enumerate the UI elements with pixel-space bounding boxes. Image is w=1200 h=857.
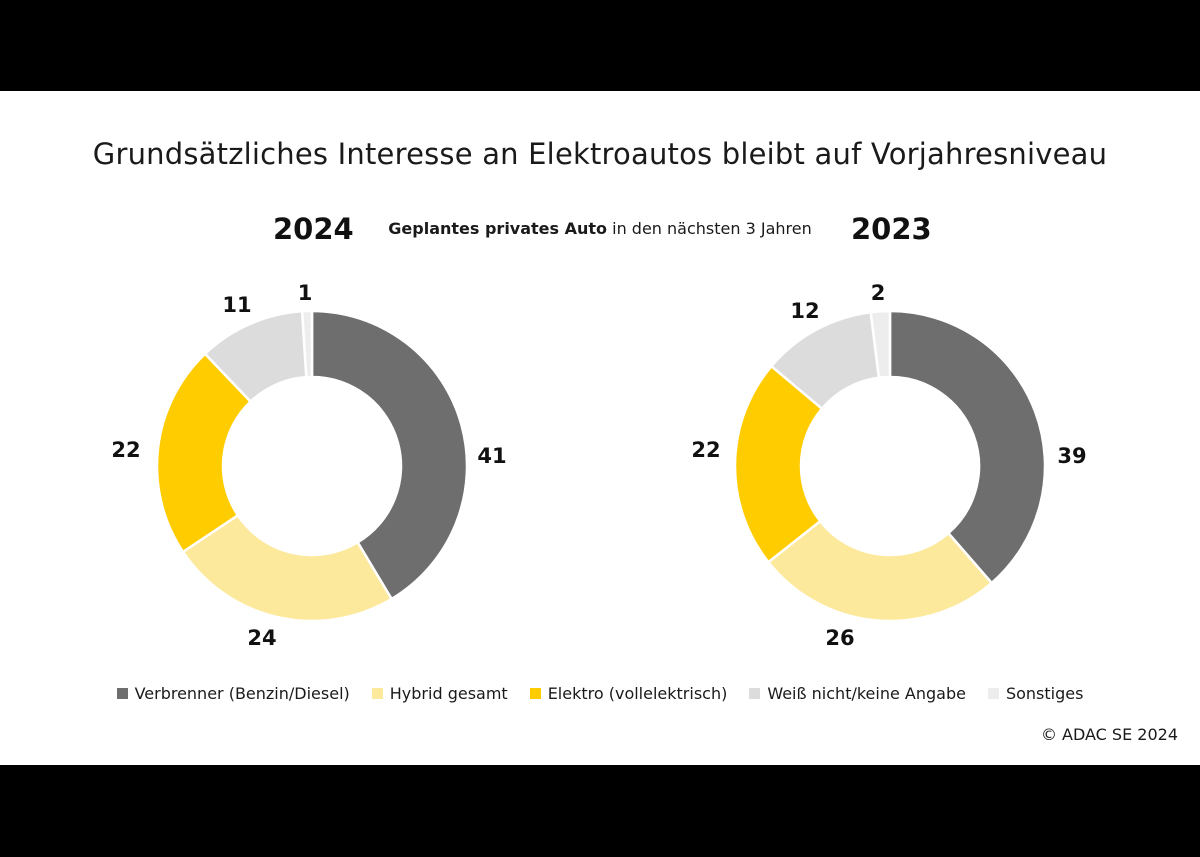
donut-slice-2024-5 xyxy=(300,309,314,379)
donut-slice-2023-1 xyxy=(888,309,1047,585)
legend-label: Sonstiges xyxy=(1005,684,1084,703)
legend-swatch xyxy=(116,688,128,699)
data-label-2023-4: 12 xyxy=(790,299,819,323)
donut-slice-2023-5 xyxy=(869,309,892,380)
legend-item: Sonstiges xyxy=(987,684,1084,703)
legend-item: Verbrenner (Benzin/Diesel) xyxy=(116,684,350,703)
legend-label: Verbrenner (Benzin/Diesel) xyxy=(134,684,350,703)
data-label-2023-3: 22 xyxy=(691,438,720,462)
legend-swatch xyxy=(371,688,383,699)
legend-item: Elektro (vollelektrisch) xyxy=(529,684,728,703)
legend-swatch xyxy=(749,688,761,699)
year-2024-label: 2024 xyxy=(273,212,354,246)
copyright: © ADAC SE 2024 xyxy=(1040,725,1178,744)
data-label-2024-1: 41 xyxy=(477,444,506,468)
donut-slice-2023-3 xyxy=(733,364,824,564)
data-label-2023-2: 26 xyxy=(825,626,854,650)
legend-label: Elektro (vollelektrisch) xyxy=(547,684,728,703)
donut-slice-2024-3 xyxy=(155,352,253,554)
chart-subtitle: Geplantes privates Auto in den nächsten … xyxy=(0,219,1200,238)
donut-slice-2024-1 xyxy=(310,309,469,601)
legend-item: Weiß nicht/keine Angabe xyxy=(749,684,966,703)
subtitle-rest: in den nächsten 3 Jahren xyxy=(607,219,812,238)
donut-slice-2023-2 xyxy=(766,519,994,623)
data-label-2023-5: 2 xyxy=(871,281,886,305)
legend-item: Hybrid gesamt xyxy=(371,684,508,703)
data-label-2024-5: 1 xyxy=(298,281,313,305)
data-label-2024-4: 11 xyxy=(222,293,251,317)
subtitle-bold: Geplantes privates Auto xyxy=(388,219,608,238)
year-2023-label: 2023 xyxy=(851,212,932,246)
legend-label: Weiß nicht/keine Angabe xyxy=(767,684,966,703)
legend: Verbrenner (Benzin/Diesel) Hybrid gesamt E… xyxy=(0,684,1200,703)
data-label-2024-3: 22 xyxy=(111,438,140,462)
chart-title: Grundsätzliches Interesse an Elektroauto… xyxy=(92,137,1108,171)
data-label-2024-2: 24 xyxy=(247,626,276,650)
legend-label: Hybrid gesamt xyxy=(389,684,508,703)
donut-slice-2024-2 xyxy=(181,513,394,623)
data-label-2023-1: 39 xyxy=(1057,444,1086,468)
legend-swatch xyxy=(529,688,541,699)
legend-swatch xyxy=(987,688,999,699)
